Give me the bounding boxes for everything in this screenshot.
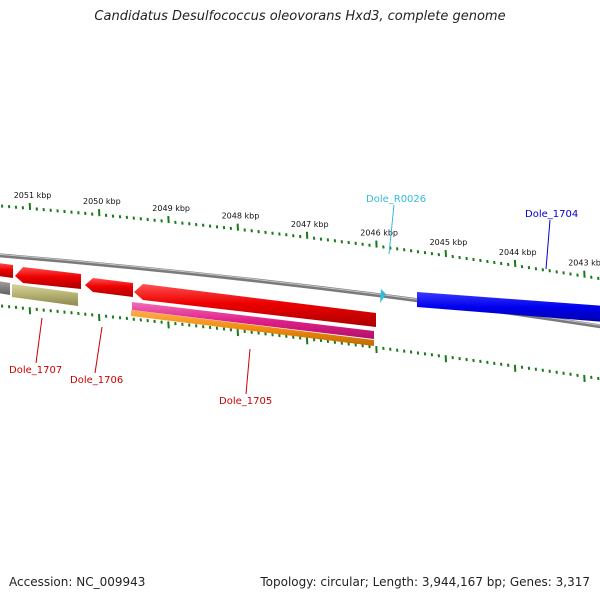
gene-left-partial-grey[interactable] xyxy=(0,281,10,295)
label-dole-r0026[interactable]: Dole_R0026 xyxy=(366,194,426,205)
scale-label: 2047 kbp xyxy=(291,220,329,229)
label-dole-1706[interactable]: Dole_1706 xyxy=(70,375,123,386)
genome-summary-text: Topology: circular; Length: 3,944,167 bp… xyxy=(260,575,590,589)
dole-1704-leader xyxy=(545,219,551,270)
label-dole-1707[interactable]: Dole_1707 xyxy=(9,365,62,376)
gene-dole-1705-cds-pink[interactable] xyxy=(132,302,374,339)
label-dole-1704[interactable]: Dole_1704 xyxy=(525,209,578,220)
dole-1707-leader xyxy=(35,317,43,364)
dole-1706-leader xyxy=(94,326,103,374)
scale-inner-ticks xyxy=(0,304,600,382)
scale-label: 2044 kbp xyxy=(499,248,537,257)
genome-title: Candidatus Desulfococcus oleovorans Hxd3… xyxy=(94,9,506,24)
dole-1705-leader xyxy=(245,348,251,395)
label-dole-1705[interactable]: Dole_1705 xyxy=(219,396,272,407)
gene-dole-1707-cds-olive[interactable] xyxy=(12,284,78,306)
scale-label: 2050 kbp xyxy=(83,197,121,206)
gene-dole-1704-arrow[interactable] xyxy=(417,292,600,322)
scale-label: 2043 kbp xyxy=(568,259,600,268)
scale-label: 2049 kbp xyxy=(152,204,190,213)
scale-outer-ticks xyxy=(0,202,600,281)
gene-dole-1705-cds-orange[interactable] xyxy=(131,310,374,346)
gene-dole-1707-arrow[interactable] xyxy=(15,267,81,289)
scale-label: 2051 kbp xyxy=(14,191,52,200)
dole-r0026-leader xyxy=(388,204,395,255)
scale-label: 2045 kbp xyxy=(430,238,468,247)
gene-dole-r0026-marker[interactable] xyxy=(380,289,386,303)
scale-label: 2046 kbp xyxy=(360,229,398,238)
gene-dole-1706-arrow[interactable] xyxy=(85,278,133,297)
accession-text: Accession: NC_009943 xyxy=(9,575,146,589)
gene-dole-1705-arrow[interactable] xyxy=(134,284,376,327)
scale-label: 2048 kbp xyxy=(222,212,260,221)
scale-labels: 2051 kbp 2050 kbp 2049 kbp 2048 kbp 2047 kbp… xyxy=(14,191,600,268)
gene-left-partial-red[interactable] xyxy=(0,263,13,278)
